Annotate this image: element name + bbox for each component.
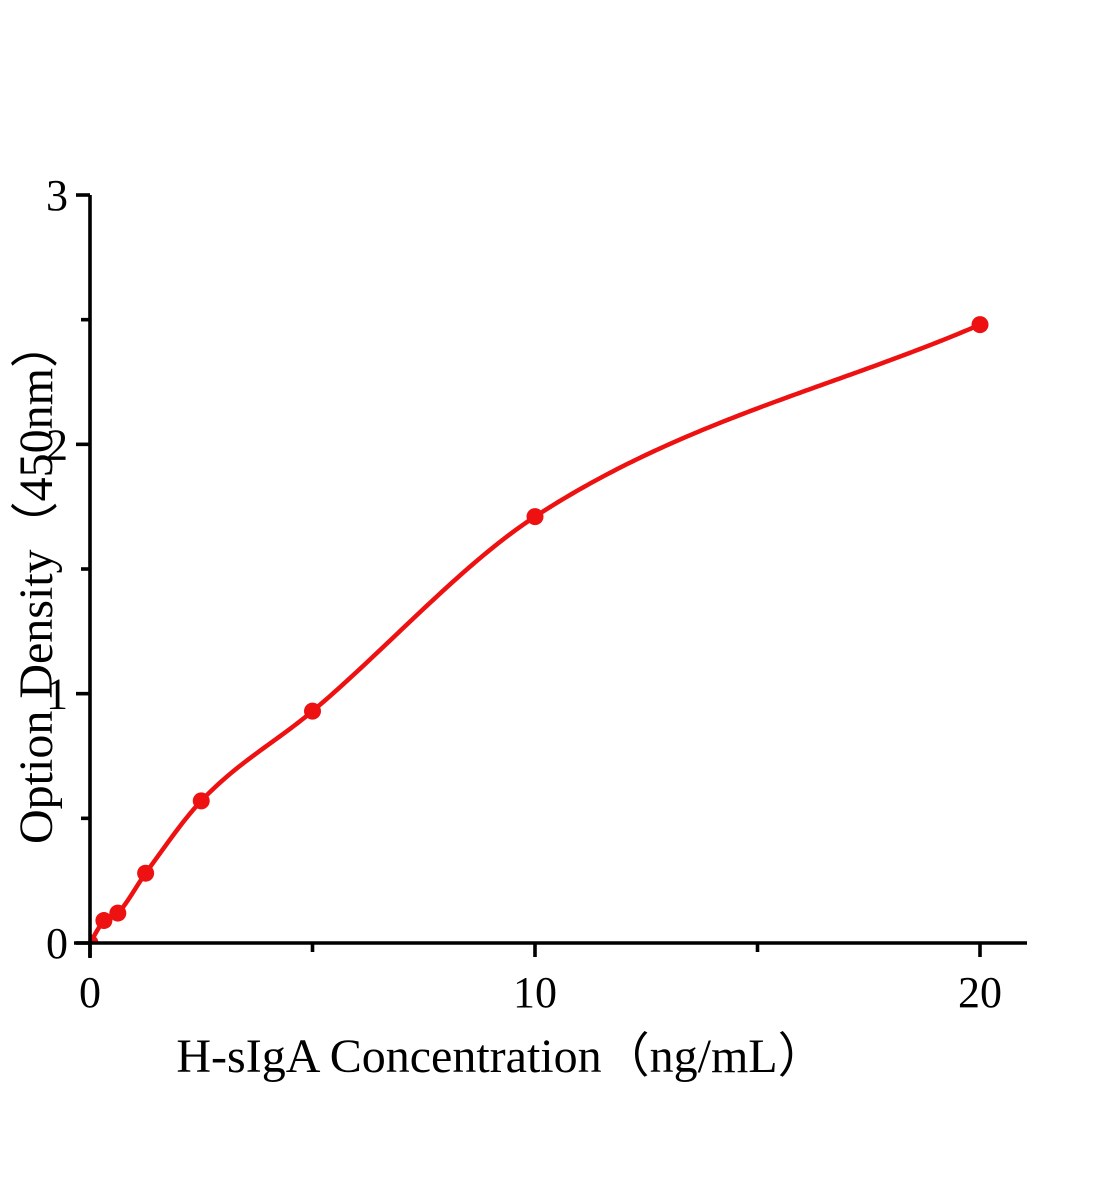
data-point-marker	[304, 702, 321, 720]
fit-curve	[89, 322, 983, 944]
x-axis-title: H-sIgA Concentration（ng/mL）	[176, 1030, 825, 1083]
data-point-marker	[95, 912, 113, 930]
y-tick-label: 3	[46, 171, 68, 220]
axes-layer	[74, 195, 1027, 958]
data-point-marker	[109, 904, 127, 922]
data-point-marker	[192, 792, 210, 810]
data-point-marker	[137, 864, 155, 882]
y-tick-label: 0	[46, 919, 68, 968]
x-tick-label: 0	[79, 968, 101, 1017]
x-tick-label: 10	[513, 968, 557, 1017]
data-point-marker	[971, 316, 989, 334]
y-tick-label: 1	[46, 670, 68, 719]
fit-curve-layer	[89, 316, 989, 944]
y-axis-title: Option Density（450nm）	[10, 320, 63, 844]
y-tick-label: 2	[46, 420, 68, 469]
data-point-marker	[526, 508, 544, 526]
x-tick-label: 20	[958, 968, 1002, 1017]
ticks-layer	[76, 193, 982, 957]
tick-labels-layer: 0 10 20 0 1 2 3	[46, 171, 1002, 1017]
